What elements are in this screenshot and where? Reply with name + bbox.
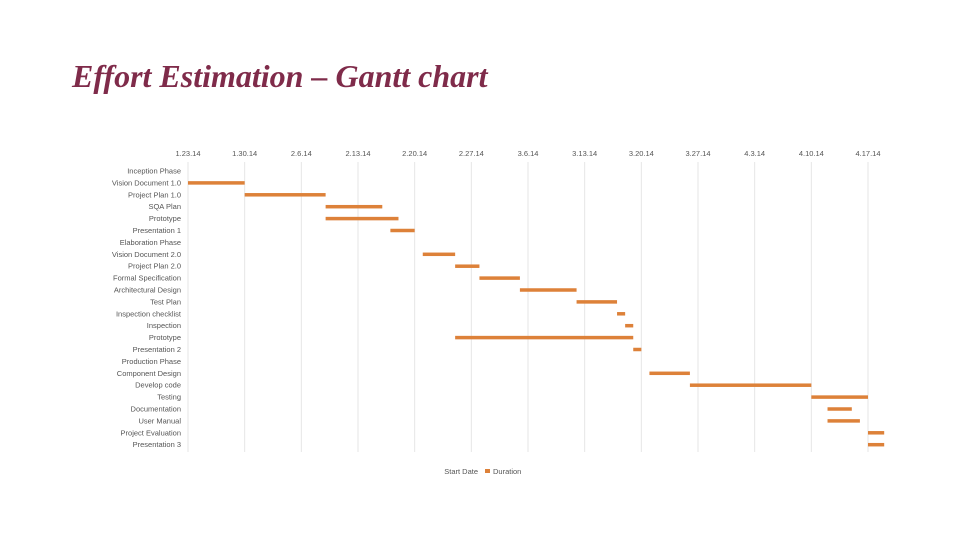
- duration-bar: [188, 181, 245, 185]
- duration-bar: [325, 204, 383, 209]
- grid-lines: [187, 162, 869, 452]
- task-label: Prototype: [149, 333, 181, 342]
- duration-bar: [519, 288, 577, 292]
- x-tick-label: 2.27.14: [459, 149, 484, 158]
- duration-bar: [244, 193, 326, 197]
- x-tick-label: 2.13.14: [345, 149, 370, 158]
- task-label: SQA Plan: [148, 202, 181, 211]
- task-label: Architectural Design: [114, 286, 181, 295]
- legend: Start Date Duration: [444, 467, 521, 476]
- duration-bar: [479, 276, 520, 280]
- duration-bar: [827, 407, 852, 411]
- task-label: Production Phase: [122, 357, 181, 366]
- x-tick-label: 4.17.14: [855, 149, 880, 158]
- task-label: Presentation 1: [133, 226, 181, 235]
- duration-bar: [576, 300, 618, 304]
- task-label: Project Plan 1.0: [128, 190, 181, 199]
- duration-bar: [811, 395, 868, 399]
- task-label: Vision Document 1.0: [112, 178, 181, 187]
- task-label: Inspection checklist: [116, 309, 182, 318]
- task-label: Documentation: [131, 405, 181, 414]
- x-tick-label: 3.13.14: [572, 149, 597, 158]
- task-labels: Inception Phase Vision Document 1.0 Projec…: [112, 167, 182, 450]
- task-label: Prototype: [149, 214, 181, 223]
- duration-bar: [689, 383, 812, 387]
- duration-bar: [325, 216, 399, 221]
- duration-bar: [868, 442, 885, 447]
- x-tick-label: 2.6.14: [291, 149, 312, 158]
- x-axis-ticks: 1.23.14 1.30.14 2.6.14 2.13.14 2.20.14 2.27.1…: [175, 149, 880, 158]
- task-label: Formal Specification: [113, 274, 181, 283]
- x-tick-label: 3.6.14: [518, 149, 539, 158]
- duration-bar: [649, 371, 690, 376]
- task-label: Vision Document 2.0: [112, 250, 181, 259]
- task-label: Project Evaluation: [121, 428, 181, 437]
- x-tick-label: 1.30.14: [232, 149, 257, 158]
- legend-swatch-duration: [485, 469, 490, 473]
- task-label: Presentation 2: [133, 345, 181, 354]
- task-label: Test Plan: [150, 297, 181, 306]
- task-label: Elaboration Phase: [120, 238, 181, 247]
- x-tick-label: 3.27.14: [685, 149, 710, 158]
- x-tick-label: 2.20.14: [402, 149, 427, 158]
- x-tick-label: 4.3.14: [744, 149, 765, 158]
- duration-bar: [455, 264, 480, 268]
- duration-bar: [625, 323, 634, 328]
- task-label: Inception Phase: [127, 167, 181, 176]
- duration-bar: [868, 431, 885, 435]
- legend-label-duration: Duration: [493, 467, 521, 476]
- task-label: User Manual: [138, 416, 181, 425]
- duration-bar: [422, 252, 456, 257]
- duration-bar: [827, 419, 860, 423]
- task-label: Component Design: [117, 369, 181, 378]
- task-label: Inspection: [147, 321, 181, 330]
- duration-bar: [633, 347, 642, 352]
- x-tick-label: 3.20.14: [629, 149, 654, 158]
- duration-bar: [455, 335, 634, 340]
- task-label: Presentation 3: [133, 440, 181, 449]
- task-label: Testing: [157, 393, 181, 402]
- x-tick-label: 1.23.14: [175, 149, 200, 158]
- duration-bars: [188, 181, 885, 447]
- duration-bar: [390, 228, 415, 233]
- task-label: Project Plan 2.0: [128, 262, 181, 271]
- task-label: Develop code: [135, 381, 181, 390]
- x-tick-label: 4.10.14: [799, 149, 824, 158]
- page-title: Effort Estimation – Gantt chart: [72, 58, 488, 94]
- duration-bar: [617, 312, 626, 316]
- legend-label-start-date: Start Date: [444, 467, 478, 476]
